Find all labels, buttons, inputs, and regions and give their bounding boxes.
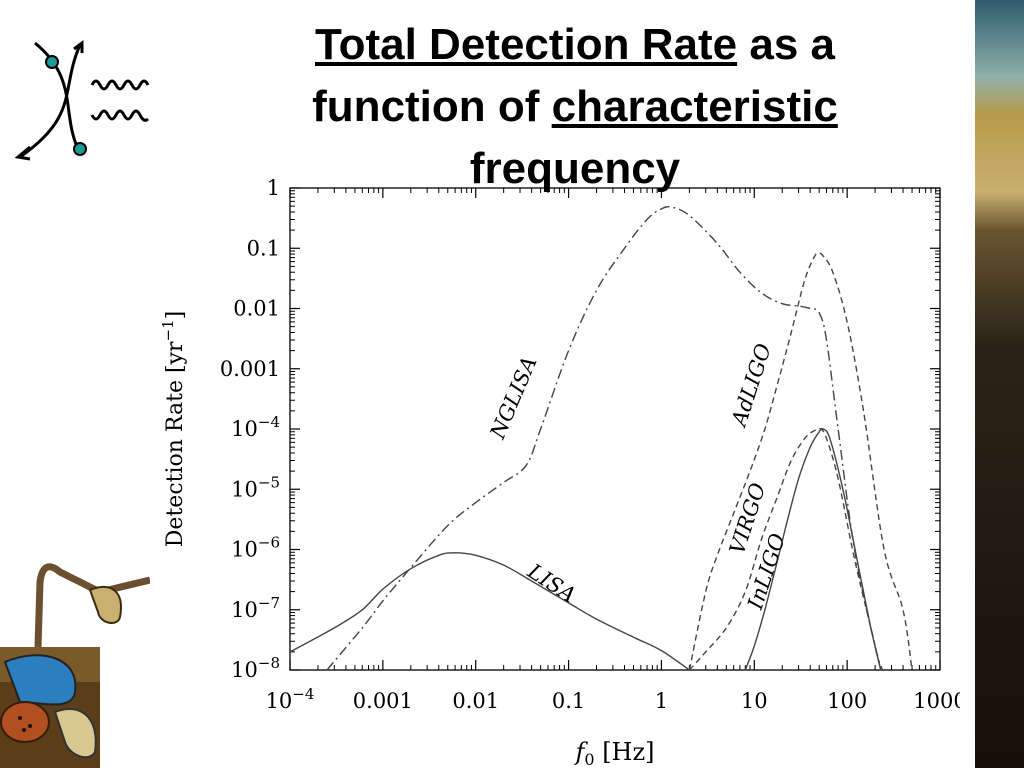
x-tick-label: 0.001 bbox=[353, 689, 413, 713]
x-axis-label: f0 [Hz] bbox=[573, 738, 654, 768]
y-tick-label: 1 bbox=[267, 176, 280, 200]
y-tick-label: 10−8 bbox=[231, 654, 280, 682]
y-tick-label: 10−5 bbox=[231, 473, 280, 501]
feynman-diagram-icon bbox=[14, 40, 150, 161]
y-tick-label: 10−7 bbox=[231, 594, 280, 622]
curve-label-nglisa: NGLISA bbox=[485, 353, 541, 443]
y-tick-label: 10−4 bbox=[231, 413, 280, 441]
x-tick-label: 1 bbox=[655, 689, 668, 713]
y-tick-label: 0.001 bbox=[220, 357, 280, 381]
x-tick-label: 0.01 bbox=[452, 689, 499, 713]
curve-label-lisa: LISA bbox=[523, 559, 580, 608]
x-tick-label: 10−4 bbox=[266, 685, 315, 713]
series-line-lisa bbox=[290, 552, 690, 670]
y-axis-label: Detection Rate [yr−1] bbox=[159, 311, 188, 547]
x-tick-label: 100 bbox=[827, 689, 867, 713]
title-part-as-a-function-of: as a function of bbox=[312, 20, 835, 131]
series-line-virgo bbox=[688, 427, 882, 670]
dali-painting-strip bbox=[972, 0, 1024, 768]
page-title: Total Detection Rate as a function of ch… bbox=[230, 14, 920, 200]
dali-melting-clocks-image bbox=[0, 563, 150, 768]
y-tick-label: 0.1 bbox=[247, 236, 280, 260]
x-tick-label: 10 bbox=[741, 689, 768, 713]
plot-frame bbox=[289, 187, 941, 671]
title-part-total-detection-rate: Total Detection Rate bbox=[315, 20, 738, 69]
title-part-characteristic: characteristic bbox=[551, 82, 838, 131]
x-tick-label: 0.1 bbox=[552, 689, 585, 713]
y-tick-label: 10−6 bbox=[231, 534, 280, 562]
series-line-inligo bbox=[744, 427, 882, 670]
series-line-nglisa bbox=[326, 206, 884, 670]
x-tick-label: 1000 bbox=[913, 689, 960, 713]
series-line-adligo bbox=[688, 252, 913, 670]
detection-rate-chart: 10−4 0.001 0.01 0.1 1 10 100 1000 1 0.1 0.01 0.001 1… bbox=[159, 176, 960, 768]
y-tick-label: 0.01 bbox=[233, 297, 280, 321]
title-part-frequency: frequency bbox=[469, 144, 681, 193]
